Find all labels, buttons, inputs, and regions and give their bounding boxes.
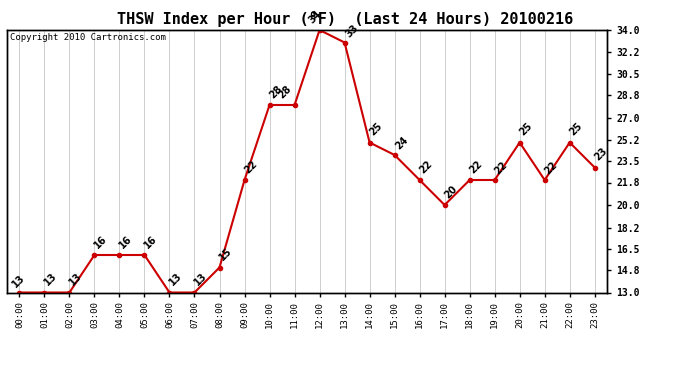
Text: 25: 25	[568, 121, 584, 138]
Text: 24: 24	[394, 135, 411, 152]
Text: 22: 22	[243, 159, 259, 175]
Text: 20: 20	[443, 183, 460, 200]
Text: 25: 25	[518, 121, 534, 138]
Text: 22: 22	[493, 160, 509, 176]
Text: 16: 16	[143, 234, 159, 250]
Text: 13: 13	[68, 271, 84, 288]
Text: 22: 22	[468, 159, 484, 175]
Text: 15: 15	[217, 246, 234, 262]
Text: 22: 22	[543, 160, 560, 176]
Text: 13: 13	[10, 272, 27, 289]
Text: 13: 13	[43, 271, 59, 288]
Text: 22: 22	[417, 159, 434, 175]
Text: 33: 33	[344, 22, 361, 39]
Text: 28: 28	[277, 84, 293, 100]
Text: 16: 16	[117, 234, 134, 250]
Text: 16: 16	[92, 234, 109, 250]
Text: THSW Index per Hour (°F)  (Last 24 Hours) 20100216: THSW Index per Hour (°F) (Last 24 Hours)…	[117, 11, 573, 27]
Text: 28: 28	[268, 84, 284, 100]
Text: 25: 25	[368, 121, 384, 138]
Text: 34: 34	[306, 9, 323, 25]
Text: 13: 13	[168, 271, 184, 288]
Text: Copyright 2010 Cartronics.com: Copyright 2010 Cartronics.com	[10, 33, 166, 42]
Text: 13: 13	[193, 271, 209, 288]
Text: 23: 23	[593, 146, 609, 163]
